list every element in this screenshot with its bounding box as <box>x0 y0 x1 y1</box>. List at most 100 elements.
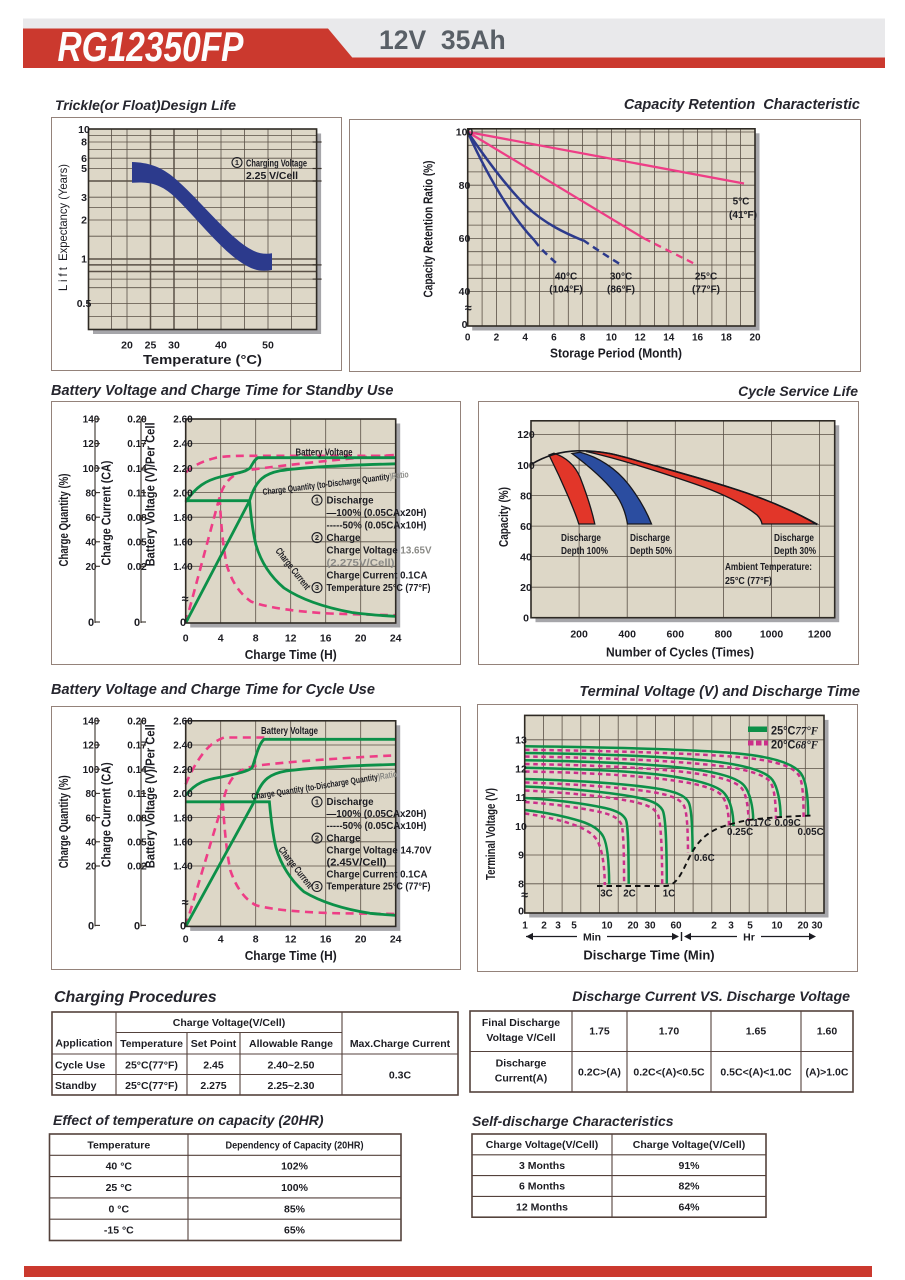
svg-text:80: 80 <box>459 180 471 192</box>
svg-text:Min: Min <box>583 932 601 944</box>
svg-text:12: 12 <box>285 933 297 945</box>
svg-text:1.70: 1.70 <box>659 1026 680 1038</box>
svg-text:100%: 100% <box>281 1182 309 1194</box>
svg-text:0.20: 0.20 <box>127 717 147 728</box>
svg-text:(2.45V/Cell): (2.45V/Cell) <box>327 857 387 869</box>
svg-text:Number of Cycles (Times): Number of Cycles (Times) <box>606 645 754 660</box>
svg-text:Charge Voltage 13.65V: Charge Voltage 13.65V <box>327 544 432 556</box>
svg-text:2.45: 2.45 <box>203 1060 224 1072</box>
svg-text:1: 1 <box>81 254 87 266</box>
svg-text:Application: Application <box>55 1038 112 1050</box>
svg-text:5: 5 <box>81 163 87 175</box>
svg-text:Current(A): Current(A) <box>495 1073 548 1085</box>
svg-text:82%: 82% <box>678 1181 700 1193</box>
svg-text:(77°F): (77°F) <box>692 285 720 296</box>
svg-text:Charge: Charge <box>327 832 361 844</box>
svg-text:2.60: 2.60 <box>173 415 193 426</box>
svg-text:Charge Time (H): Charge Time (H) <box>245 948 337 963</box>
svg-text:6 Months: 6 Months <box>519 1181 565 1193</box>
svg-text:20: 20 <box>355 933 367 945</box>
svg-text:1.60: 1.60 <box>173 538 193 549</box>
svg-text:Capacity (%): Capacity (%) <box>497 487 511 547</box>
svg-text:(41°F): (41°F) <box>729 210 757 221</box>
svg-text:Temperature (°C): Temperature (°C) <box>143 352 262 367</box>
svg-text:1.60: 1.60 <box>173 838 193 849</box>
svg-text:0.17C: 0.17C <box>745 818 771 829</box>
svg-text:1.40: 1.40 <box>173 862 193 873</box>
svg-text:3: 3 <box>81 192 87 204</box>
svg-text:0: 0 <box>183 933 189 945</box>
svg-text:Charge Voltage(V/Cell): Charge Voltage(V/Cell) <box>486 1139 598 1151</box>
svg-text:2.40: 2.40 <box>173 439 193 450</box>
svg-text:1.40: 1.40 <box>173 562 193 573</box>
svg-text:Max.Charge Current: Max.Charge Current <box>350 1038 451 1050</box>
svg-text:(104°F): (104°F) <box>549 285 582 296</box>
svg-text:60: 60 <box>85 813 97 824</box>
svg-text:0.14: 0.14 <box>127 464 147 475</box>
svg-text:0: 0 <box>465 333 471 344</box>
svg-text:Charge Current 0.1CA: Charge Current 0.1CA <box>327 869 428 881</box>
svg-text:25°C (77°F): 25°C (77°F) <box>725 576 772 587</box>
svg-text:Discharge: Discharge <box>327 494 374 506</box>
svg-text:Battery Voltage (V)/Per Cell: Battery Voltage (V)/Per Cell <box>143 724 158 868</box>
svg-text:Charge Voltage 14.70V: Charge Voltage 14.70V <box>327 844 432 856</box>
svg-text:60: 60 <box>670 921 682 932</box>
svg-text:(2.275V/Cell): (2.275V/Cell) <box>327 557 395 569</box>
svg-text:Charge Time (H): Charge Time (H) <box>245 647 337 662</box>
svg-text:Standby: Standby <box>55 1080 97 1092</box>
svg-text:2.40~2.50: 2.40~2.50 <box>267 1060 314 1072</box>
svg-text:0.05: 0.05 <box>127 838 147 849</box>
svg-text:16: 16 <box>320 633 332 645</box>
svg-text:6: 6 <box>81 153 87 165</box>
svg-text:8: 8 <box>253 933 259 945</box>
svg-text:2: 2 <box>541 921 547 932</box>
svg-text:40: 40 <box>215 340 227 352</box>
svg-text:Charge Current (CA): Charge Current (CA) <box>99 461 114 566</box>
svg-text:Cycle Use: Cycle Use <box>55 1060 105 1072</box>
svg-text:0: 0 <box>88 617 94 629</box>
svg-text:0.09C: 0.09C <box>775 818 801 829</box>
svg-text:2.00: 2.00 <box>173 789 193 800</box>
svg-text:(A)>1.0C: (A)>1.0C <box>806 1067 849 1079</box>
svg-text:-15 °C: -15 °C <box>104 1225 134 1237</box>
svg-text:Battery Voltage (V)/Per Cell: Battery Voltage (V)/Per Cell <box>143 422 158 566</box>
svg-text:0: 0 <box>523 612 529 624</box>
svg-text:Charging Voltage: Charging Voltage <box>246 158 307 170</box>
svg-text:0: 0 <box>180 920 186 932</box>
svg-text:Allowable Range: Allowable Range <box>249 1038 333 1050</box>
svg-text:-----50% (0.05CAx10H): -----50% (0.05CAx10H) <box>327 519 427 531</box>
svg-text:Dependency of Capacity (20HR): Dependency of Capacity (20HR) <box>226 1139 364 1151</box>
svg-text:120: 120 <box>83 439 100 450</box>
svg-text:2.25~2.30: 2.25~2.30 <box>267 1080 314 1092</box>
svg-text:Charge Quantity (%): Charge Quantity (%) <box>56 775 71 868</box>
svg-text:≈: ≈ <box>182 592 189 606</box>
svg-text:12: 12 <box>285 633 297 645</box>
svg-text:25°C77°F: 25°C77°F <box>771 726 818 738</box>
svg-text:2: 2 <box>81 215 87 227</box>
svg-text:40: 40 <box>459 286 471 298</box>
svg-text:30°C: 30°C <box>610 272 632 283</box>
svg-text:0.3C: 0.3C <box>389 1070 412 1082</box>
svg-text:2: 2 <box>711 921 717 932</box>
svg-text:2C: 2C <box>623 889 636 900</box>
svg-text:0.5C<(A)<1.0C: 0.5C<(A)<1.0C <box>720 1067 792 1079</box>
svg-text:Charge Quantity (%): Charge Quantity (%) <box>56 474 71 567</box>
svg-text:2.60: 2.60 <box>173 717 193 728</box>
svg-text:25°C: 25°C <box>695 272 717 283</box>
svg-text:102%: 102% <box>281 1161 309 1173</box>
svg-text:Discharge: Discharge <box>774 533 814 544</box>
svg-text:120: 120 <box>83 741 100 752</box>
svg-text:0.11: 0.11 <box>128 789 147 800</box>
svg-text:Discharge: Discharge <box>561 533 601 544</box>
svg-text:40: 40 <box>85 838 97 849</box>
svg-text:0.2C<(A)<0.5C: 0.2C<(A)<0.5C <box>633 1067 705 1079</box>
svg-text:1.80: 1.80 <box>173 513 193 524</box>
svg-text:20: 20 <box>121 340 133 352</box>
svg-text:20: 20 <box>797 921 809 932</box>
svg-text:3: 3 <box>555 921 561 932</box>
svg-text:10: 10 <box>78 124 90 136</box>
svg-text:24: 24 <box>390 933 402 945</box>
svg-text:Charge Current 0.1CA: Charge Current 0.1CA <box>327 569 428 581</box>
svg-text:10: 10 <box>606 333 618 344</box>
svg-text:14: 14 <box>663 333 675 344</box>
